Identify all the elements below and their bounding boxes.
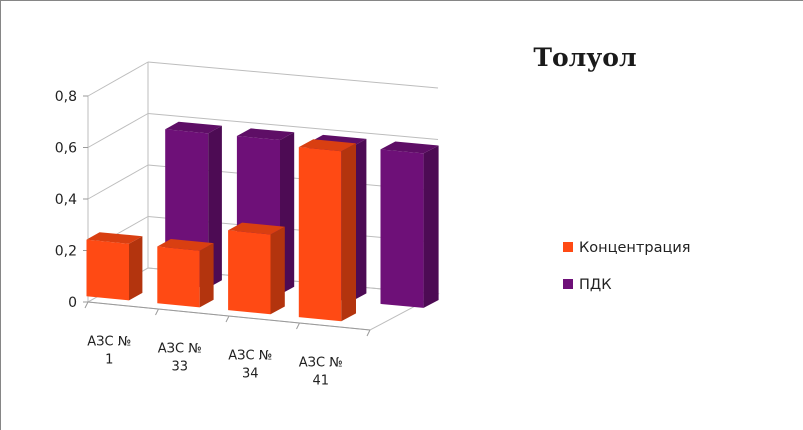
- x-category-label: АЗС № 1: [87, 335, 131, 368]
- bar-top-face: [228, 222, 285, 235]
- bar-top-face: [236, 128, 295, 140]
- bar-concentration-2: [157, 239, 214, 308]
- y-axis-ticks: 0 0,2 0,4 0,6 0,8: [55, 89, 77, 311]
- chart-title: Толуол: [533, 43, 636, 72]
- bars: [86, 121, 439, 322]
- gridline-back: [147, 113, 439, 140]
- frame-left-border: [0, 0, 1, 430]
- bar-top-face: [86, 232, 143, 244]
- x-tick-mark: [225, 315, 230, 323]
- bar-top-face: [380, 141, 439, 154]
- legend-swatch: [563, 279, 573, 289]
- bar-side-face: [270, 226, 285, 315]
- gridline-side: [87, 164, 149, 200]
- gridline-side: [87, 113, 149, 148]
- x-category-label-line: АЗС №: [158, 342, 202, 357]
- bar-front-face: [380, 149, 424, 308]
- x-category-label-line: АЗС №: [87, 335, 131, 350]
- x-tick-mark: [296, 322, 300, 330]
- y-tick-label: 0,2: [55, 244, 77, 260]
- x-category-label-line: АЗС №: [299, 356, 343, 371]
- frame-top-border: [0, 0, 803, 1]
- bar-concentration-1: [86, 232, 143, 301]
- bar-side-face: [423, 145, 439, 308]
- legend-swatch: [563, 242, 573, 252]
- bar-concentration-4: [298, 139, 356, 322]
- x-category-label-line: АЗС №: [228, 349, 272, 364]
- bar-front-face: [157, 246, 200, 308]
- bar-pdk-4: [380, 141, 439, 308]
- x-tick-mark: [366, 329, 371, 337]
- bar-top-face: [157, 239, 214, 251]
- x-category-label-line: 41: [312, 374, 329, 389]
- gridline-back: [147, 61, 439, 89]
- bar-front-face: [228, 230, 271, 315]
- x-category-label: АЗС № 33: [158, 342, 202, 375]
- bar-concentration-3: [228, 222, 285, 315]
- x-tick-mark: [155, 308, 159, 316]
- bar-side-face: [129, 236, 143, 301]
- x-category-label: АЗС № 34: [228, 349, 272, 382]
- bar-top-face: [298, 139, 356, 152]
- x-category-label-line: 34: [242, 367, 259, 382]
- y-tick-label: 0,4: [55, 192, 77, 208]
- bar-side-face: [341, 143, 356, 322]
- legend-label: ПДК: [579, 277, 612, 293]
- gridline-side: [87, 61, 149, 97]
- y-tick-label: 0: [68, 295, 77, 311]
- bar-front-face: [86, 239, 129, 301]
- bar-side-face: [199, 243, 214, 308]
- y-tick-label: 0,8: [55, 89, 77, 105]
- y-tick-label: 0,6: [55, 141, 77, 157]
- x-category-label-line: 1: [105, 353, 113, 368]
- x-tick-mark: [84, 301, 89, 309]
- legend-label: Концентрация: [579, 240, 690, 256]
- x-category-label-line: 33: [171, 360, 188, 375]
- bar-front-face: [298, 147, 342, 322]
- bar-top-face: [165, 121, 222, 134]
- x-axis-labels: АЗС № 1 АЗС № 33 АЗС № 34 АЗС № 41: [84, 301, 371, 389]
- legend: Концентрация ПДК: [563, 240, 690, 293]
- x-category-label: АЗС № 41: [299, 356, 343, 389]
